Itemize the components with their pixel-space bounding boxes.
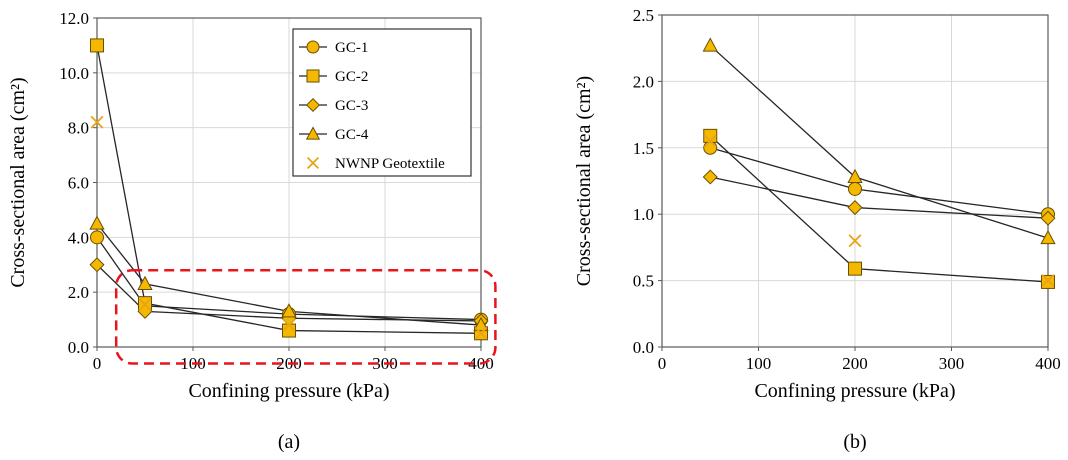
series-line-diamond — [96, 264, 482, 322]
legend: GC-1 GC-2 GC-3 GC-4 NWNP Geotextile — [292, 28, 472, 177]
y-tick-label: 0.0 — [633, 338, 654, 357]
data-point-square — [1041, 274, 1055, 289]
x-tick-label: 300 — [939, 354, 965, 373]
legend-marker-cross-stroke — [306, 156, 320, 170]
data-point-cross-stroke — [1041, 274, 1055, 288]
legend-label: GC-1 — [335, 40, 368, 56]
data-point-diamond — [89, 257, 105, 273]
y-axis-title: Cross-sectional area (cm²) — [573, 76, 595, 286]
chart-caption: (b) — [843, 431, 866, 453]
highlight-box — [114, 268, 497, 365]
y-tick-label: 2.0 — [633, 72, 654, 91]
data-point-circle — [848, 181, 862, 196]
data-point-diamond — [847, 200, 863, 216]
y-tick-label: 8.0 — [68, 119, 89, 138]
data-point-circle — [703, 140, 718, 155]
y-tick-label: 2.5 — [633, 6, 654, 25]
legend-label: GC-2 — [335, 69, 368, 85]
x-axis-title: Confining pressure (kPa) — [188, 380, 389, 402]
data-point-cross — [90, 115, 104, 129]
x-tick-label: 0 — [93, 354, 102, 373]
y-tick-label: 0.5 — [633, 272, 654, 291]
data-point-triangle — [89, 215, 105, 230]
data-point-cross — [703, 134, 717, 148]
data-point-cross-stroke — [703, 134, 717, 148]
data-point-cross-stroke — [474, 326, 488, 340]
y-tick-label: 4.0 — [68, 228, 89, 247]
y-tick-label: 0.0 — [68, 338, 89, 357]
data-point-cross — [1041, 274, 1055, 288]
data-point-triangle — [473, 316, 489, 332]
series-line-circle — [710, 147, 1049, 215]
legend-marker-square — [306, 69, 320, 83]
y-tick-label: 1.0 — [633, 205, 654, 224]
y-tick-label: 12.0 — [59, 9, 89, 28]
legend-item: GC-3 — [299, 97, 368, 114]
data-point-triangle — [281, 303, 297, 318]
x-tick-label: 100 — [746, 354, 772, 373]
legend-label: NWNP Geotextile — [335, 156, 445, 172]
legend-item: GC-4 — [299, 126, 369, 143]
series-line-triangle — [96, 223, 482, 326]
chart-caption: (a) — [278, 431, 300, 453]
y-tick-label: 2.0 — [68, 283, 89, 302]
data-point-cross — [474, 326, 488, 340]
data-point-cross — [282, 318, 296, 332]
data-point-cross-stroke — [90, 115, 104, 129]
data-point-diamond — [702, 169, 718, 185]
data-point-diamond — [1040, 210, 1056, 226]
data-point-square — [90, 38, 104, 53]
data-point-cross — [138, 298, 152, 311]
data-point-circle — [90, 230, 104, 245]
data-point-triangle — [137, 275, 153, 290]
legend-label: GC-3 — [335, 98, 368, 114]
data-point-triangle — [847, 168, 863, 184]
legend-item: GC-1 — [299, 40, 368, 56]
data-point-cross-stroke — [282, 318, 296, 332]
y-axis-title: Cross-sectional area (cm²) — [7, 77, 29, 287]
data-point-cross-stroke — [848, 234, 862, 248]
data-point-cross-stroke — [138, 298, 152, 311]
x-tick-label: 200 — [842, 354, 868, 373]
legend-marker-circle — [306, 40, 320, 54]
y-tick-label: 1.5 — [633, 139, 654, 158]
x-tick-label: 400 — [1035, 354, 1061, 373]
legend-marker-cross — [306, 156, 320, 170]
data-point-cross — [848, 234, 862, 248]
data-point-triangle — [1040, 229, 1056, 245]
x-axis-title: Confining pressure (kPa) — [754, 380, 955, 402]
legend-marker-triangle — [305, 126, 321, 140]
chart-a: 0.02.04.06.08.010.012.00 100 200 300 400Conf… — [7, 9, 497, 453]
legend-item: NWNP Geotextile — [306, 156, 445, 172]
legend-item: GC-2 — [299, 69, 368, 85]
chart-b: 0.0 0.5 1.0 1.5 2.0 2.5 0 100 200 300 400 Confining… — [573, 6, 1061, 453]
data-point-triangle — [702, 37, 718, 52]
x-tick-label: 0 — [658, 354, 667, 373]
legend-label: GC-4 — [335, 127, 369, 143]
series-line-circle — [96, 236, 482, 321]
y-tick-label: 10.0 — [59, 64, 89, 83]
y-tick-label: 6.0 — [68, 174, 89, 193]
series-line-square — [96, 45, 482, 334]
legend-marker-diamond — [305, 97, 321, 113]
data-point-square — [848, 261, 862, 276]
legend-frame — [292, 28, 472, 177]
